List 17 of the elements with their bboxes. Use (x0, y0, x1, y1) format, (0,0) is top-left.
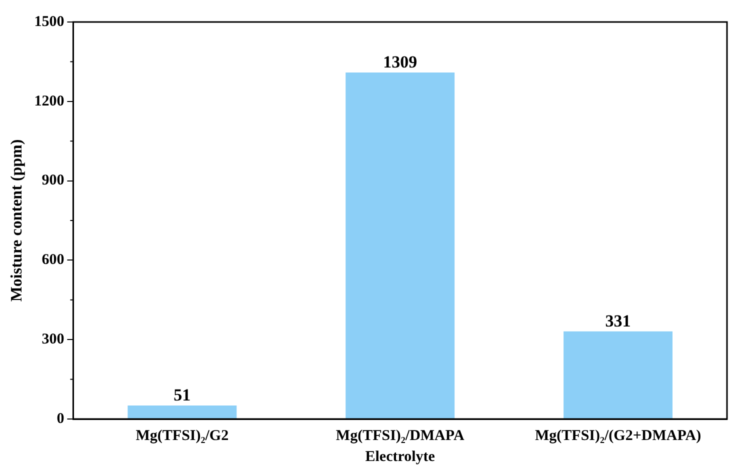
y-tick-label: 0 (56, 410, 64, 427)
y-axis-title: Moisture content (ppm) (8, 139, 26, 302)
y-tick-label: 1500 (34, 14, 64, 30)
data-label: 51 (174, 385, 191, 404)
y-tick-label: 600 (42, 252, 64, 268)
y-tick-label: 1200 (34, 93, 64, 110)
bar (128, 406, 237, 418)
data-label: 331 (605, 311, 631, 330)
y-tick-label: 900 (42, 172, 64, 189)
y-tick-label: 300 (42, 331, 64, 348)
x-tick-label: Mg(TFSI)₂/G2 (136, 428, 229, 444)
bar (564, 331, 673, 418)
bar (346, 72, 455, 418)
x-tick-label: Mg(TFSI)₂/DMAPA (336, 428, 464, 444)
x-tick-label: Mg(TFSI)₂/(G2+DMAPA) (534, 428, 702, 444)
x-axis-title: Electrolyte (365, 448, 436, 465)
data-label: 1309 (383, 52, 418, 72)
